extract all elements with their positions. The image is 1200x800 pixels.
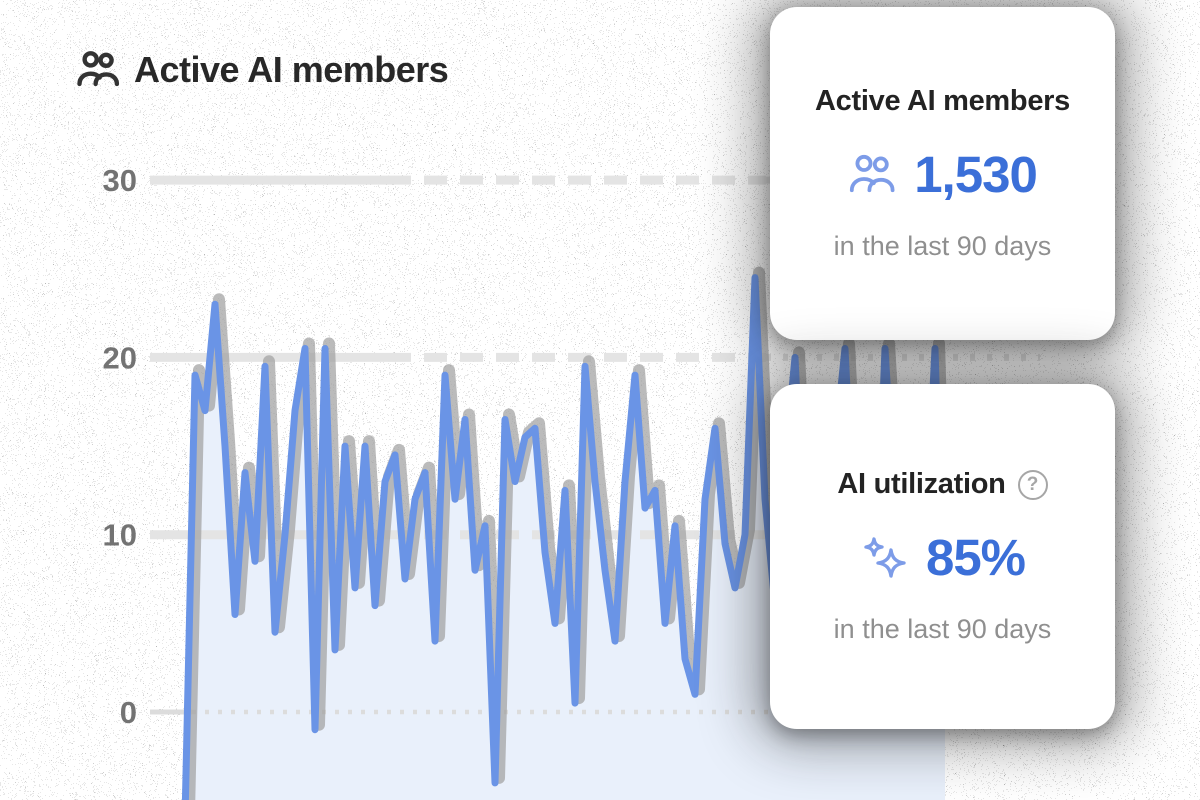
active-members-value: 1,530 xyxy=(914,146,1038,203)
chart-axis-labels-layer: 30 20 10 0 xyxy=(103,163,137,730)
chart-header: Active AI members xyxy=(76,48,449,92)
y-axis-tick-label: 20 xyxy=(103,340,137,375)
stat-card-ai-utilization: AI utilization ? 85% in the last 90 days xyxy=(770,384,1115,729)
card-title: Active AI members xyxy=(815,85,1070,117)
card-subtitle: in the last 90 days xyxy=(833,231,1052,261)
y-axis-tick-label: 10 xyxy=(103,518,137,553)
users-icon xyxy=(77,51,120,87)
card-title: AI utilization xyxy=(837,468,1006,500)
chart-title: Active AI members xyxy=(134,49,449,90)
card-subtitle: in the last 90 days xyxy=(833,614,1052,644)
y-axis-tick-label: 30 xyxy=(103,163,137,198)
ai-utilization-value: 85% xyxy=(925,529,1026,586)
y-axis-tick-label: 0 xyxy=(120,695,137,730)
users-icon xyxy=(850,154,895,192)
sparkles-icon xyxy=(864,536,906,578)
help-circle-icon[interactable]: ? xyxy=(1017,469,1048,500)
stat-card-active-ai-members: Active AI members 1,530 in the last 90 d… xyxy=(770,7,1115,340)
